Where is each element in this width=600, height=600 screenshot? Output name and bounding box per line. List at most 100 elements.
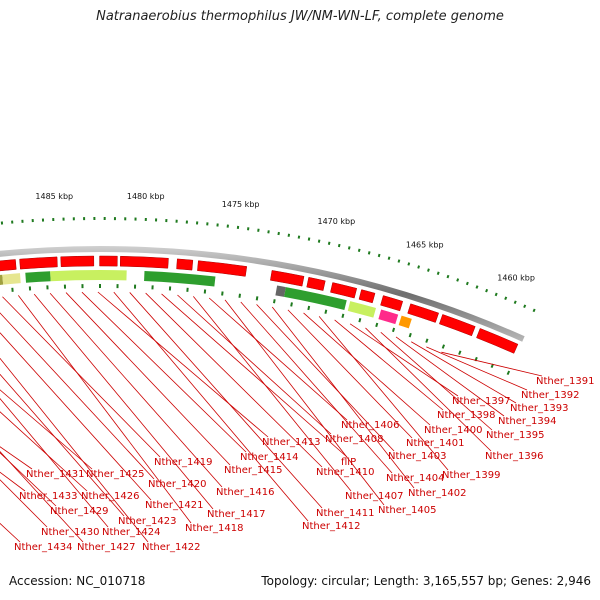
leader-line [33, 293, 214, 510]
gene-label: Nther_1398 [437, 410, 495, 421]
gene-arrow [476, 328, 519, 354]
scale-labels: 1460 kbp 1465 kbp 1470 kbp 1475 kbp 1480 kbp… [35, 192, 535, 282]
gene-label: Nther_1417 [207, 509, 265, 520]
gene-label: Nther_1418 [185, 523, 243, 534]
cog-segment [0, 274, 4, 285]
leader-line [0, 373, 125, 517]
inner-tick [290, 302, 293, 307]
scale-tick [475, 285, 479, 289]
scale-tick [377, 253, 381, 258]
gene-labels: Nther_1391 Nther_1392 Nther_1393 Nther_1394… [14, 376, 594, 553]
gene-arrow [0, 259, 17, 272]
scale-label: 1480 kbp [127, 192, 165, 201]
gene-label: Nther_1411 [316, 508, 374, 519]
gene-arrow [119, 255, 169, 269]
gene-label: Nther_1393 [510, 403, 568, 414]
scale-tick [297, 235, 301, 239]
leader-line [145, 292, 323, 468]
leader-line [17, 295, 192, 524]
cog-segment [50, 270, 127, 282]
inner-tick [341, 313, 345, 319]
scale-tick [307, 237, 311, 241]
gene-arrow [439, 314, 476, 337]
accession-text: Accession: NC_010718 [9, 574, 146, 588]
inner-tick [255, 296, 259, 301]
leader-line [0, 522, 21, 543]
leader-line [349, 323, 459, 397]
scale-tick [513, 300, 517, 304]
scale-tick [347, 246, 351, 250]
leader-line [411, 341, 517, 404]
inner-tick [458, 350, 462, 355]
scale-tick [485, 288, 489, 293]
gene-label: Nther_1425 [86, 469, 144, 480]
leader-line [426, 346, 528, 391]
gene-label: Nther_1403 [388, 451, 446, 462]
scale-label: 1460 kbp [497, 273, 535, 282]
leader-line [0, 357, 149, 543]
gene-label: Nther_1405 [378, 505, 436, 516]
leader-line [113, 291, 309, 522]
cog-segment [284, 287, 347, 311]
gene-label: Nther_1392 [521, 390, 579, 401]
leader-line [271, 306, 415, 489]
inner-tick [307, 305, 311, 311]
gene-label: Nther_1400 [424, 425, 482, 436]
inner-tick [441, 344, 446, 349]
leader-line [177, 294, 332, 435]
leader-line [208, 297, 348, 421]
scale-tick [504, 296, 508, 301]
leader-line [81, 291, 247, 453]
leader-line [129, 292, 323, 509]
gene-label: Nther_1399 [442, 470, 500, 481]
gene-label: Nther_1412 [302, 521, 360, 532]
gene-arrow [380, 295, 404, 312]
gene-arrow [99, 255, 118, 267]
inner-tick [506, 370, 511, 376]
gene-label: Nther_1423 [118, 516, 176, 527]
leader-line [318, 316, 449, 471]
gene-label: Nther_1422 [142, 542, 200, 553]
gene-label: Nther_1410 [316, 467, 374, 478]
inner-tick [375, 322, 379, 328]
gene-label: Nther_1402 [408, 488, 466, 499]
scale-tick [287, 233, 291, 237]
gene-label: Nther_1401 [406, 438, 464, 449]
gene-label: Nther_1415 [224, 465, 282, 476]
scale-label: 1485 kbp [35, 192, 73, 201]
leader-line [441, 351, 543, 377]
leader-line [65, 292, 231, 466]
gene-label: Nther_1407 [345, 491, 403, 502]
cog-segment [2, 273, 21, 285]
genome-stats-text: Topology: circular; Length: 3,165,557 bp… [261, 574, 591, 588]
scale-tick [494, 292, 498, 297]
leader-line [0, 312, 155, 480]
gene-label: Nther_1431 [26, 469, 84, 480]
leader-line [0, 389, 93, 470]
cog-segment [25, 271, 51, 283]
scale-tick [436, 271, 440, 276]
gene-label: Nther_1391 [536, 376, 594, 387]
scale-label: 1470 kbp [318, 217, 356, 226]
leader-line [0, 332, 152, 501]
scale-ticks [0, 217, 536, 313]
gene-label: Nther_1394 [498, 416, 556, 427]
leader-line [334, 319, 444, 411]
leader-line [2, 296, 161, 458]
map-title: Natranaerobius thermophilus JW/NM-WN-LF,… [96, 9, 504, 24]
leader-line [97, 291, 269, 438]
scale-label: 1465 kbp [406, 240, 444, 249]
scale-tick [317, 239, 321, 243]
gene-label: Nther_1419 [154, 457, 212, 468]
inner-tick [408, 332, 412, 338]
inner-tick [273, 299, 276, 304]
inner-tick [324, 309, 328, 314]
inner-tick [358, 318, 362, 323]
leader-line [0, 479, 48, 528]
gene-label: Nther_1396 [485, 451, 543, 462]
gene-label: Nther_1427 [77, 542, 135, 553]
leader-line [287, 309, 413, 439]
scale-tick [397, 259, 401, 263]
leader-line [395, 336, 505, 417]
gene-arrow [270, 270, 305, 287]
